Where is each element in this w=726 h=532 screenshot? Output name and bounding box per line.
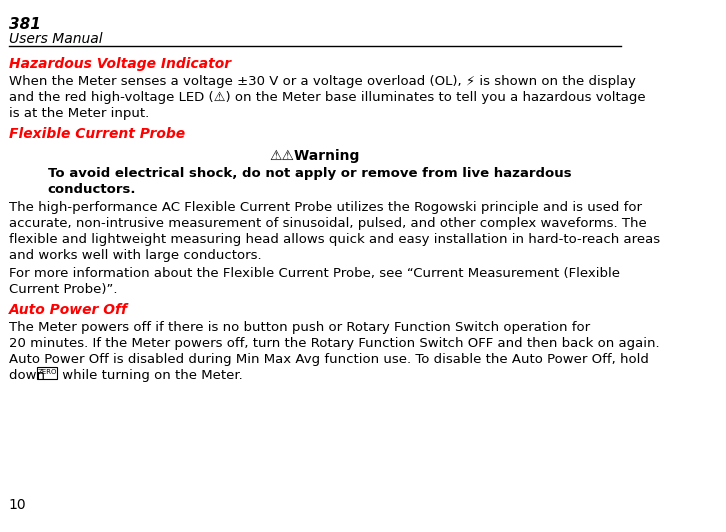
Text: conductors.: conductors.	[48, 183, 136, 196]
Text: 20 minutes. If the Meter powers off, turn the Rotary Function Switch OFF and the: 20 minutes. If the Meter powers off, tur…	[9, 337, 659, 350]
Text: Flexible Current Probe: Flexible Current Probe	[9, 127, 185, 141]
Text: For more information about the Flexible Current Probe, see “Current Measurement : For more information about the Flexible …	[9, 267, 620, 280]
Text: Auto Power Off is disabled during Min Max Avg function use. To disable the Auto : Auto Power Off is disabled during Min Ma…	[9, 353, 648, 366]
Text: accurate, non-intrusive measurement of sinusoidal, pulsed, and other complex wav: accurate, non-intrusive measurement of s…	[9, 217, 646, 230]
Text: The Meter powers off if there is no button push or Rotary Function Switch operat: The Meter powers off if there is no butt…	[9, 321, 590, 334]
Text: To avoid electrical shock, do not apply or remove from live hazardous: To avoid electrical shock, do not apply …	[48, 167, 571, 180]
Text: When the Meter senses a voltage ±30 V or a voltage overload (OL), ⚡ is shown on : When the Meter senses a voltage ±30 V or…	[9, 75, 635, 88]
Text: ⚠⚠Warning: ⚠⚠Warning	[269, 149, 360, 163]
Text: Current Probe)”.: Current Probe)”.	[9, 283, 117, 296]
Text: flexible and lightweight measuring head allows quick and easy installation in ha: flexible and lightweight measuring head …	[9, 233, 660, 246]
Text: ZERO: ZERO	[37, 370, 57, 376]
Text: The high-performance AC Flexible Current Probe utilizes the Rogowski principle a: The high-performance AC Flexible Current…	[9, 201, 642, 214]
Text: while turning on the Meter.: while turning on the Meter.	[58, 369, 243, 382]
Text: down: down	[9, 369, 49, 382]
FancyBboxPatch shape	[37, 367, 57, 378]
Text: Auto Power Off: Auto Power Off	[9, 303, 128, 317]
Text: and works well with large conductors.: and works well with large conductors.	[9, 249, 261, 262]
Text: 381: 381	[9, 17, 41, 32]
Text: is at the Meter input.: is at the Meter input.	[9, 107, 149, 120]
Text: Hazardous Voltage Indicator: Hazardous Voltage Indicator	[9, 57, 231, 71]
Text: and the red high-voltage LED (⚠) on the Meter base illuminates to tell you a haz: and the red high-voltage LED (⚠) on the …	[9, 91, 645, 104]
Text: 10: 10	[9, 498, 26, 512]
Text: Users Manual: Users Manual	[9, 32, 102, 46]
